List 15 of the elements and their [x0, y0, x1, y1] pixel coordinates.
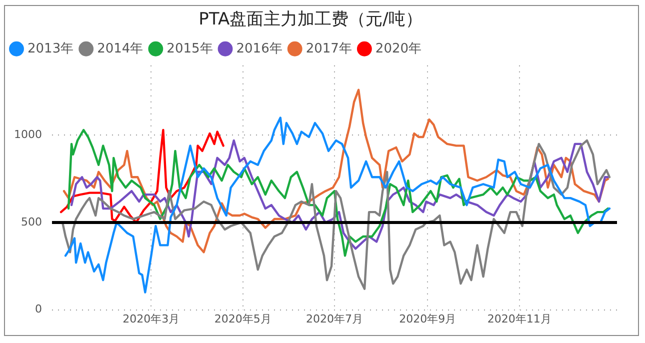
- x-tick-label: 2020年3月: [122, 312, 180, 326]
- legend-label: 2017年: [306, 41, 352, 56]
- chart-title: PTA盘面主力加工费（元/吨）: [198, 10, 422, 30]
- legend-label: 2016年: [236, 41, 282, 56]
- x-tick-label: 2020年5月: [214, 312, 272, 326]
- y-tick-label: 1000: [14, 128, 42, 142]
- legend-label: 2015年: [166, 41, 213, 56]
- legend-label: 2013年: [28, 41, 74, 56]
- x-tick-label: 2020年9月: [399, 312, 456, 326]
- x-tick-label: 2020年7月: [306, 312, 363, 326]
- y-tick-label: 0: [34, 302, 42, 316]
- legend-label: 2014年: [97, 41, 144, 56]
- legend-label: 2020年: [375, 41, 422, 56]
- x-tick-label: 2020年11月: [487, 312, 552, 326]
- y-tick-label: 500: [20, 215, 42, 228]
